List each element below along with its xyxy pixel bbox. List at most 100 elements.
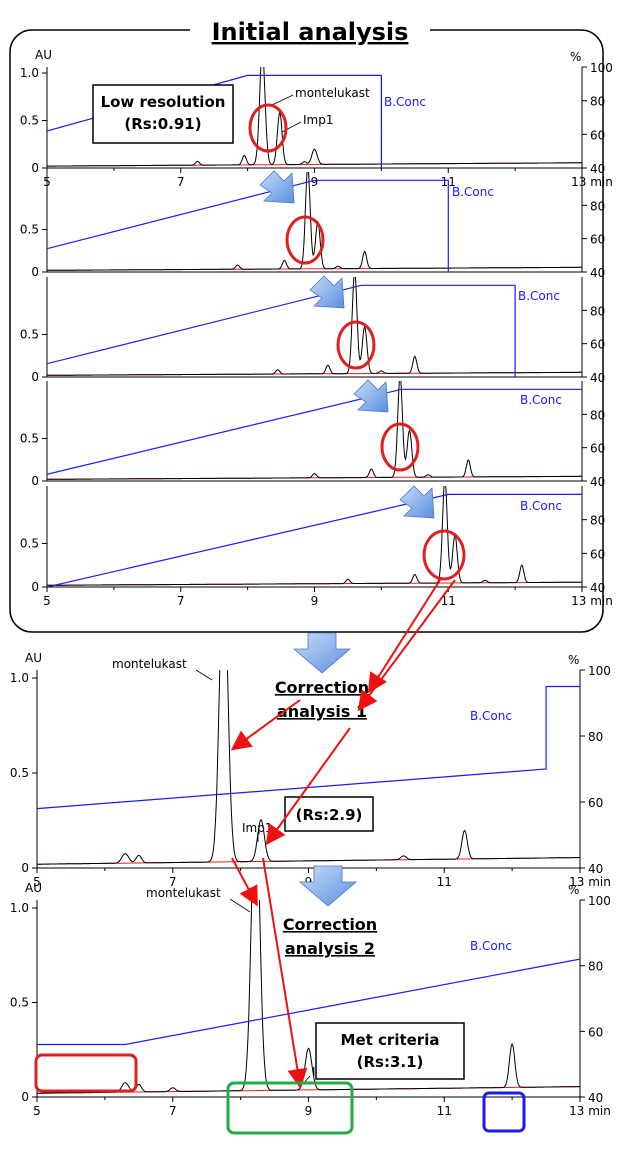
- x-tick-label: 7: [169, 1104, 177, 1118]
- low-resolution-box-line1: Low resolution: [101, 93, 226, 111]
- y-axis-label: AU: [25, 881, 42, 895]
- critical-pair-circle: [422, 529, 466, 581]
- x-tick-label: 7: [177, 594, 185, 608]
- x-tick-label: 11: [437, 1104, 452, 1118]
- chromatogram-line: [47, 67, 582, 167]
- x-tick-label: 5: [33, 875, 41, 889]
- correction-2-label-line2: analysis 2: [285, 939, 375, 958]
- y2-tick-label: 40: [590, 475, 605, 489]
- y2-tick-label: 40: [590, 371, 605, 385]
- rs29-box: [284, 796, 374, 832]
- peak-label-montelukast: montelukast: [295, 86, 370, 100]
- critical-pair-circle: [380, 422, 420, 472]
- x-tick-label: 9: [305, 1104, 313, 1118]
- gradient-line: [37, 685, 580, 810]
- y2-tick-label: 80: [590, 304, 605, 318]
- leader-montelukast-c2: [229, 898, 251, 913]
- y-axis-label: AU: [25, 651, 42, 665]
- y-tick-label: 0: [31, 370, 39, 384]
- series-label-bconc: B.Conc: [520, 499, 562, 513]
- low-resolution-box-line2: (Rs:0.91): [124, 115, 201, 133]
- critical-pair-circle: [285, 215, 325, 265]
- y-tick-label: 1.0: [10, 671, 29, 685]
- y2-tick-label: 60: [590, 338, 605, 352]
- y-tick-label: 0.5: [20, 114, 39, 128]
- y-tick-label: 0.5: [10, 996, 29, 1010]
- x-tick-label: 11: [441, 594, 456, 608]
- rs29-box-line1: (Rs:2.9): [296, 806, 363, 824]
- y2-tick-label: 80: [590, 408, 605, 422]
- y2-tick-label: 40: [590, 266, 605, 280]
- x-tick-label: 13 min: [571, 175, 613, 189]
- series-label-bconc: B.Conc: [520, 393, 562, 407]
- red-arrow-5: [231, 857, 258, 907]
- y2-axis-label: %: [568, 883, 579, 897]
- y2-tick-label: 80: [588, 960, 603, 974]
- met-criteria-box: [315, 1022, 465, 1080]
- block-arrow-3: [353, 379, 389, 413]
- chart-initial-4: 0 0.5 40 60 80 B.Conc: [20, 381, 605, 489]
- block-arrow-down-2: [298, 865, 358, 907]
- chromatogram-line: [37, 670, 580, 865]
- peak-label-montelukast-c1: montelukast: [112, 657, 187, 671]
- y2-tick-label: 60: [590, 128, 605, 142]
- y-tick-label: 0: [31, 161, 39, 175]
- leader-montelukast-c1: [195, 669, 213, 681]
- gradient-line: [47, 493, 582, 587]
- peak-label-imp1: Imp1: [303, 113, 333, 127]
- annotation-overlay: montelukast Imp1 montelukast Imp1 montelukas…: [34, 84, 526, 1135]
- chromatogram-line: [47, 172, 582, 271]
- chart-initial-2: 0 0.5 40 60 80 B.Conc: [20, 172, 605, 280]
- y2-tick-label: 60: [590, 233, 605, 247]
- red-arrow-3: [230, 699, 301, 751]
- late-peak-box: [482, 1091, 526, 1133]
- y2-tick-label: 80: [590, 514, 605, 528]
- y-tick-label: 0: [31, 265, 39, 279]
- y2-tick-label: 40: [588, 1091, 603, 1105]
- y2-tick-label: 60: [588, 1025, 603, 1039]
- gradient-line: [47, 284, 516, 377]
- series-label-bconc: B.Conc: [452, 185, 494, 199]
- red-arrow-1: [367, 579, 441, 694]
- gradient-line: [37, 958, 580, 1046]
- y-tick-label: 1.0: [10, 901, 29, 915]
- x-tick-label: 13 min: [571, 594, 613, 608]
- x-tick-label: 5: [33, 1104, 41, 1118]
- y-tick-label: 0.5: [10, 766, 29, 780]
- y2-tick-label: 100: [588, 894, 611, 908]
- y-tick-label: 0.5: [20, 223, 39, 237]
- y-tick-label: 0: [21, 1090, 29, 1104]
- y2-axis-label: %: [568, 653, 579, 667]
- y2-tick-label: 40: [590, 162, 605, 176]
- correction-1-label-line1: Correction: [275, 678, 369, 697]
- series-label-bconc: B.Conc: [518, 289, 560, 303]
- block-arrow-4: [399, 485, 435, 519]
- y2-tick-label: 60: [590, 442, 605, 456]
- critical-pair-box: [226, 1081, 354, 1135]
- series-label-bconc: B.Conc: [470, 939, 512, 953]
- red-arrow-2: [357, 579, 456, 712]
- critical-pair-circle: [336, 320, 376, 370]
- red-arrow-4: [265, 727, 351, 846]
- chromatogram-line: [47, 486, 582, 586]
- peak-label-imp1-c1: Imp1: [242, 821, 272, 835]
- peak-label-montelukast-c2: montelukast: [146, 886, 221, 900]
- x-tick-label: 7: [177, 175, 185, 189]
- x-tick-label: 13 min: [569, 875, 611, 889]
- x-tick-label: 13 min: [569, 1104, 611, 1118]
- series-label-bconc: B.Conc: [470, 709, 512, 723]
- gradient-line: [47, 179, 449, 272]
- y-tick-label: 0: [21, 861, 29, 875]
- y-tick-label: 0: [31, 580, 39, 594]
- red-arrow-6: [262, 857, 308, 1089]
- y-tick-label: 0: [31, 474, 39, 488]
- y2-tick-label: 100: [590, 61, 613, 75]
- leader-montelukast: [269, 94, 294, 107]
- y-tick-label: 0.5: [20, 432, 39, 446]
- gradient-start-box: [34, 1053, 138, 1093]
- y-tick-label: 0.5: [20, 328, 39, 342]
- y2-axis-label: %: [570, 50, 581, 64]
- chromatogram-line: [47, 381, 582, 480]
